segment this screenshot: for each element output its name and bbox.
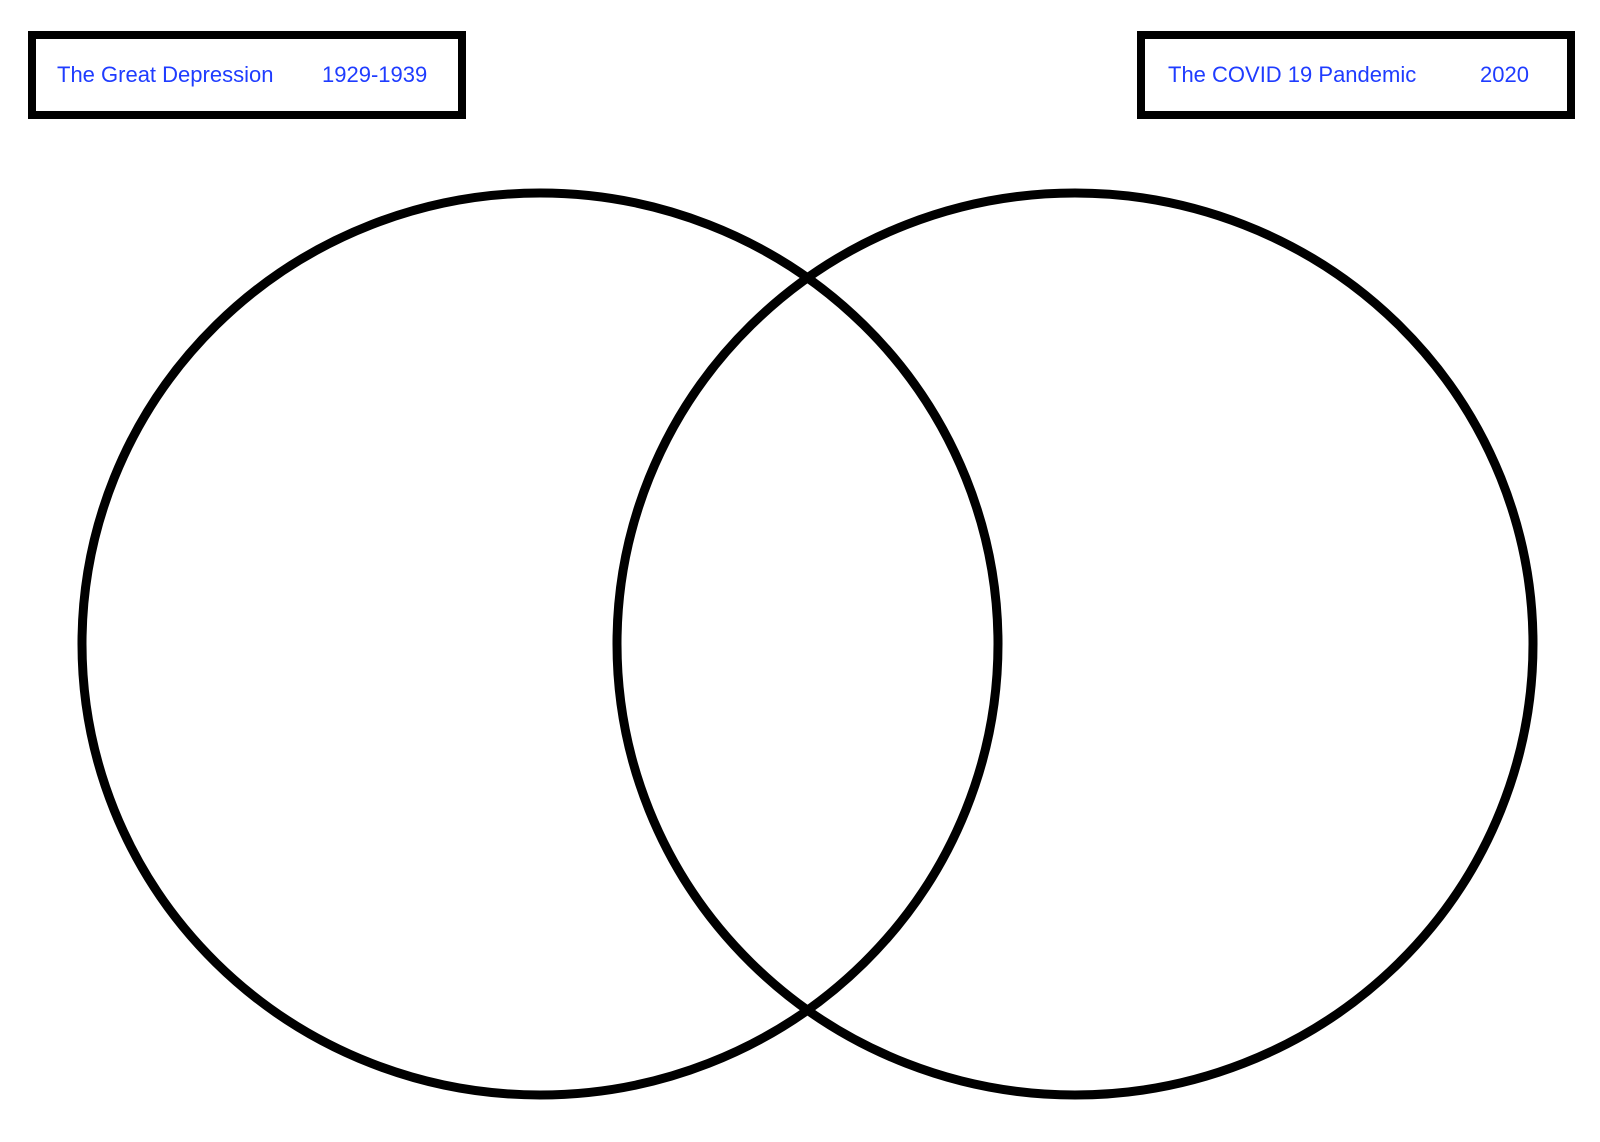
right-circle <box>612 188 1538 1100</box>
left-set-title: The Great Depression <box>57 62 274 87</box>
right-set-label-box: The COVID 19 Pandemic 2020 <box>1137 31 1575 119</box>
left-set-years: 1929-1939 <box>322 62 428 87</box>
left-circle <box>77 188 1003 1100</box>
right-set-years: 2020 <box>1480 62 1529 87</box>
left-set-label-box: The Great Depression 1929-1939 <box>28 31 466 119</box>
right-set-title: The COVID 19 Pandemic <box>1168 62 1417 87</box>
